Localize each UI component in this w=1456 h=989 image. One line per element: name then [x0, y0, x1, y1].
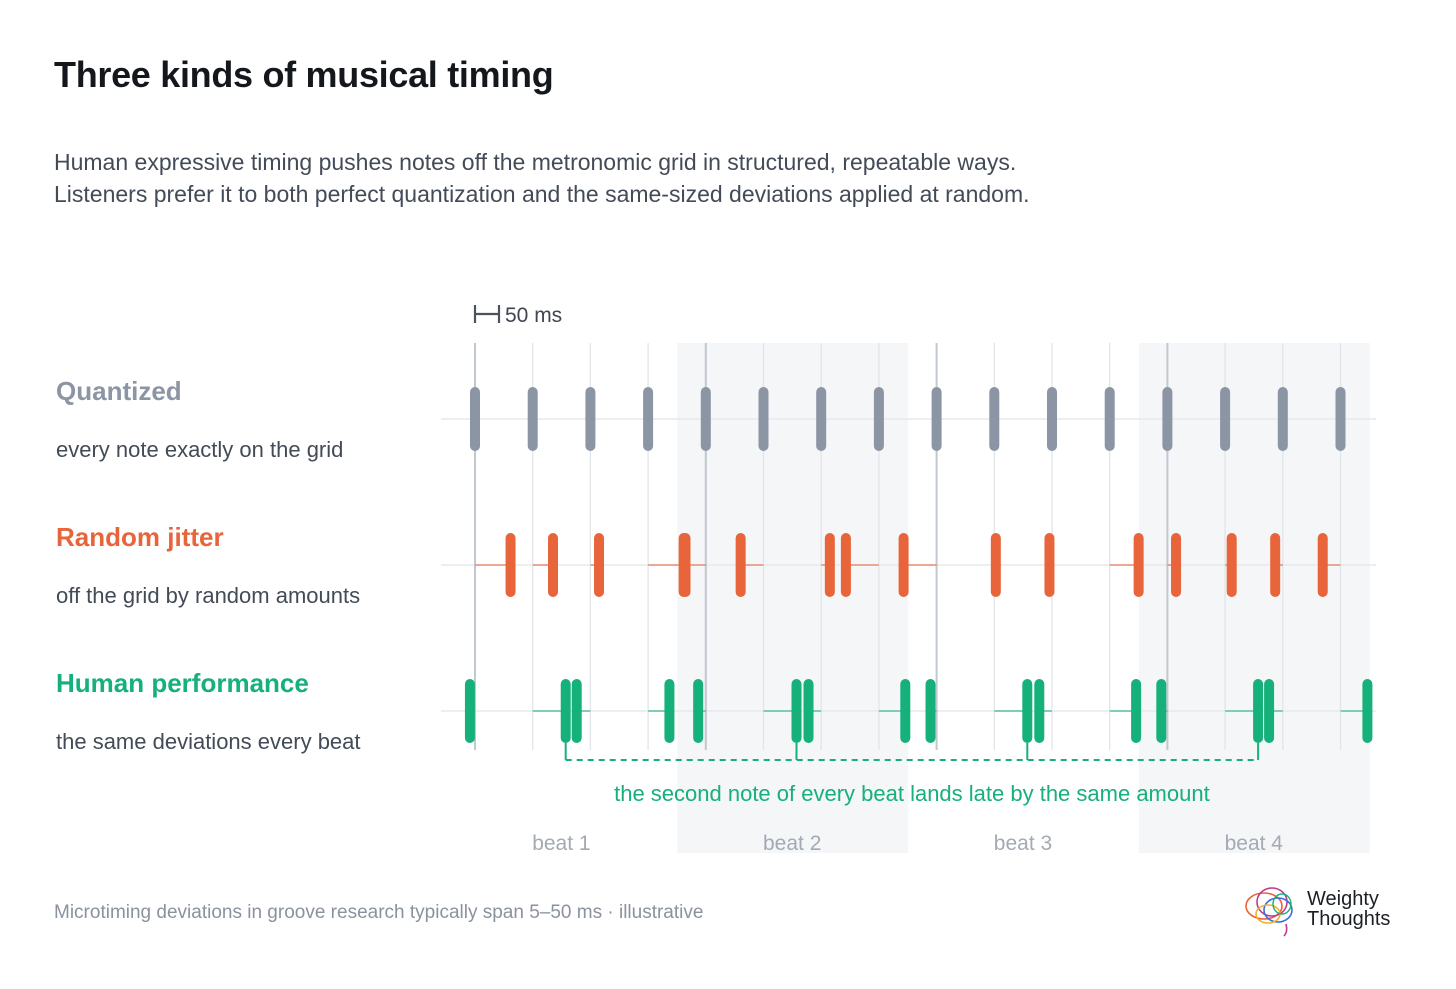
note-mark: [571, 679, 582, 743]
note-mark: [527, 387, 538, 451]
note-mark: [925, 679, 936, 743]
note-mark: [735, 533, 746, 597]
note-mark: [816, 387, 827, 451]
note-mark: [1044, 533, 1055, 597]
note-mark: [585, 387, 596, 451]
note-mark: [1335, 387, 1346, 451]
note-mark: [803, 679, 814, 743]
subtitle-line-2: Listeners prefer it to both perfect quan…: [54, 181, 1030, 207]
note-mark: [1362, 679, 1373, 743]
note-mark: [1022, 679, 1033, 743]
note-mark: [560, 679, 571, 743]
note-mark: [680, 533, 691, 597]
note-mark: [1162, 387, 1173, 451]
brand-name: Weighty Thoughts: [1307, 889, 1390, 929]
footer-note: Microtiming deviations in groove researc…: [54, 902, 704, 923]
note-mark: [1277, 387, 1288, 451]
subtitle-line-1: Human expressive timing pushes notes off…: [54, 149, 1017, 175]
note-mark: [824, 533, 835, 597]
brand-line-1: Weighty: [1307, 888, 1379, 910]
beat-label: beat 3: [994, 832, 1052, 855]
note-mark: [505, 533, 516, 597]
annotation-label: the second note of every beat lands late…: [614, 781, 1210, 806]
note-mark: [1270, 533, 1281, 597]
note-mark: [758, 387, 769, 451]
note-mark: [931, 387, 942, 451]
note-mark: [464, 679, 475, 743]
note-mark: [1317, 533, 1328, 597]
note-mark: [1264, 679, 1275, 743]
scale-bar-label: 50 ms: [505, 304, 562, 327]
brand-line-2: Thoughts: [1307, 908, 1391, 930]
note-mark: [643, 387, 654, 451]
row-desc-human: the same deviations every beat: [56, 729, 361, 754]
row-title-quantized: Quantized: [56, 376, 182, 406]
note-mark: [1171, 533, 1182, 597]
note-mark: [873, 387, 884, 451]
note-mark: [664, 679, 675, 743]
note-mark: [840, 533, 851, 597]
chart-subtitle: Human expressive timing pushes notes off…: [54, 146, 1354, 210]
note-mark: [1034, 679, 1045, 743]
note-mark: [1220, 387, 1231, 451]
note-mark: [594, 533, 605, 597]
note-mark: [1104, 387, 1115, 451]
note-mark: [1131, 679, 1142, 743]
note-mark: [900, 679, 911, 743]
note-mark: [1047, 387, 1057, 451]
chart-title: Three kinds of musical timing: [54, 54, 554, 95]
note-mark: [989, 387, 1000, 451]
row-desc-quantized: every note exactly on the grid: [56, 437, 344, 462]
note-mark: [700, 387, 711, 451]
brain-logo-icon: [1245, 887, 1293, 937]
note-mark: [898, 533, 909, 597]
beat-label: beat 4: [1225, 832, 1284, 855]
note-mark: [470, 387, 480, 451]
note-mark: [1226, 533, 1237, 597]
row-title-random: Random jitter: [56, 522, 224, 552]
note-mark: [693, 679, 704, 743]
note-mark: [1133, 533, 1144, 597]
note-mark: [990, 533, 1001, 597]
beat-label: beat 1: [532, 832, 590, 855]
row-title-human: Human performance: [56, 668, 309, 698]
note-mark: [791, 679, 802, 743]
beat-label: beat 2: [763, 832, 821, 855]
row-desc-random: off the grid by random amounts: [56, 583, 361, 608]
beat-band: [677, 343, 909, 853]
note-mark: [1253, 679, 1264, 743]
beat-band: [1138, 343, 1370, 853]
note-mark: [1156, 679, 1167, 743]
note-mark: [548, 533, 559, 597]
